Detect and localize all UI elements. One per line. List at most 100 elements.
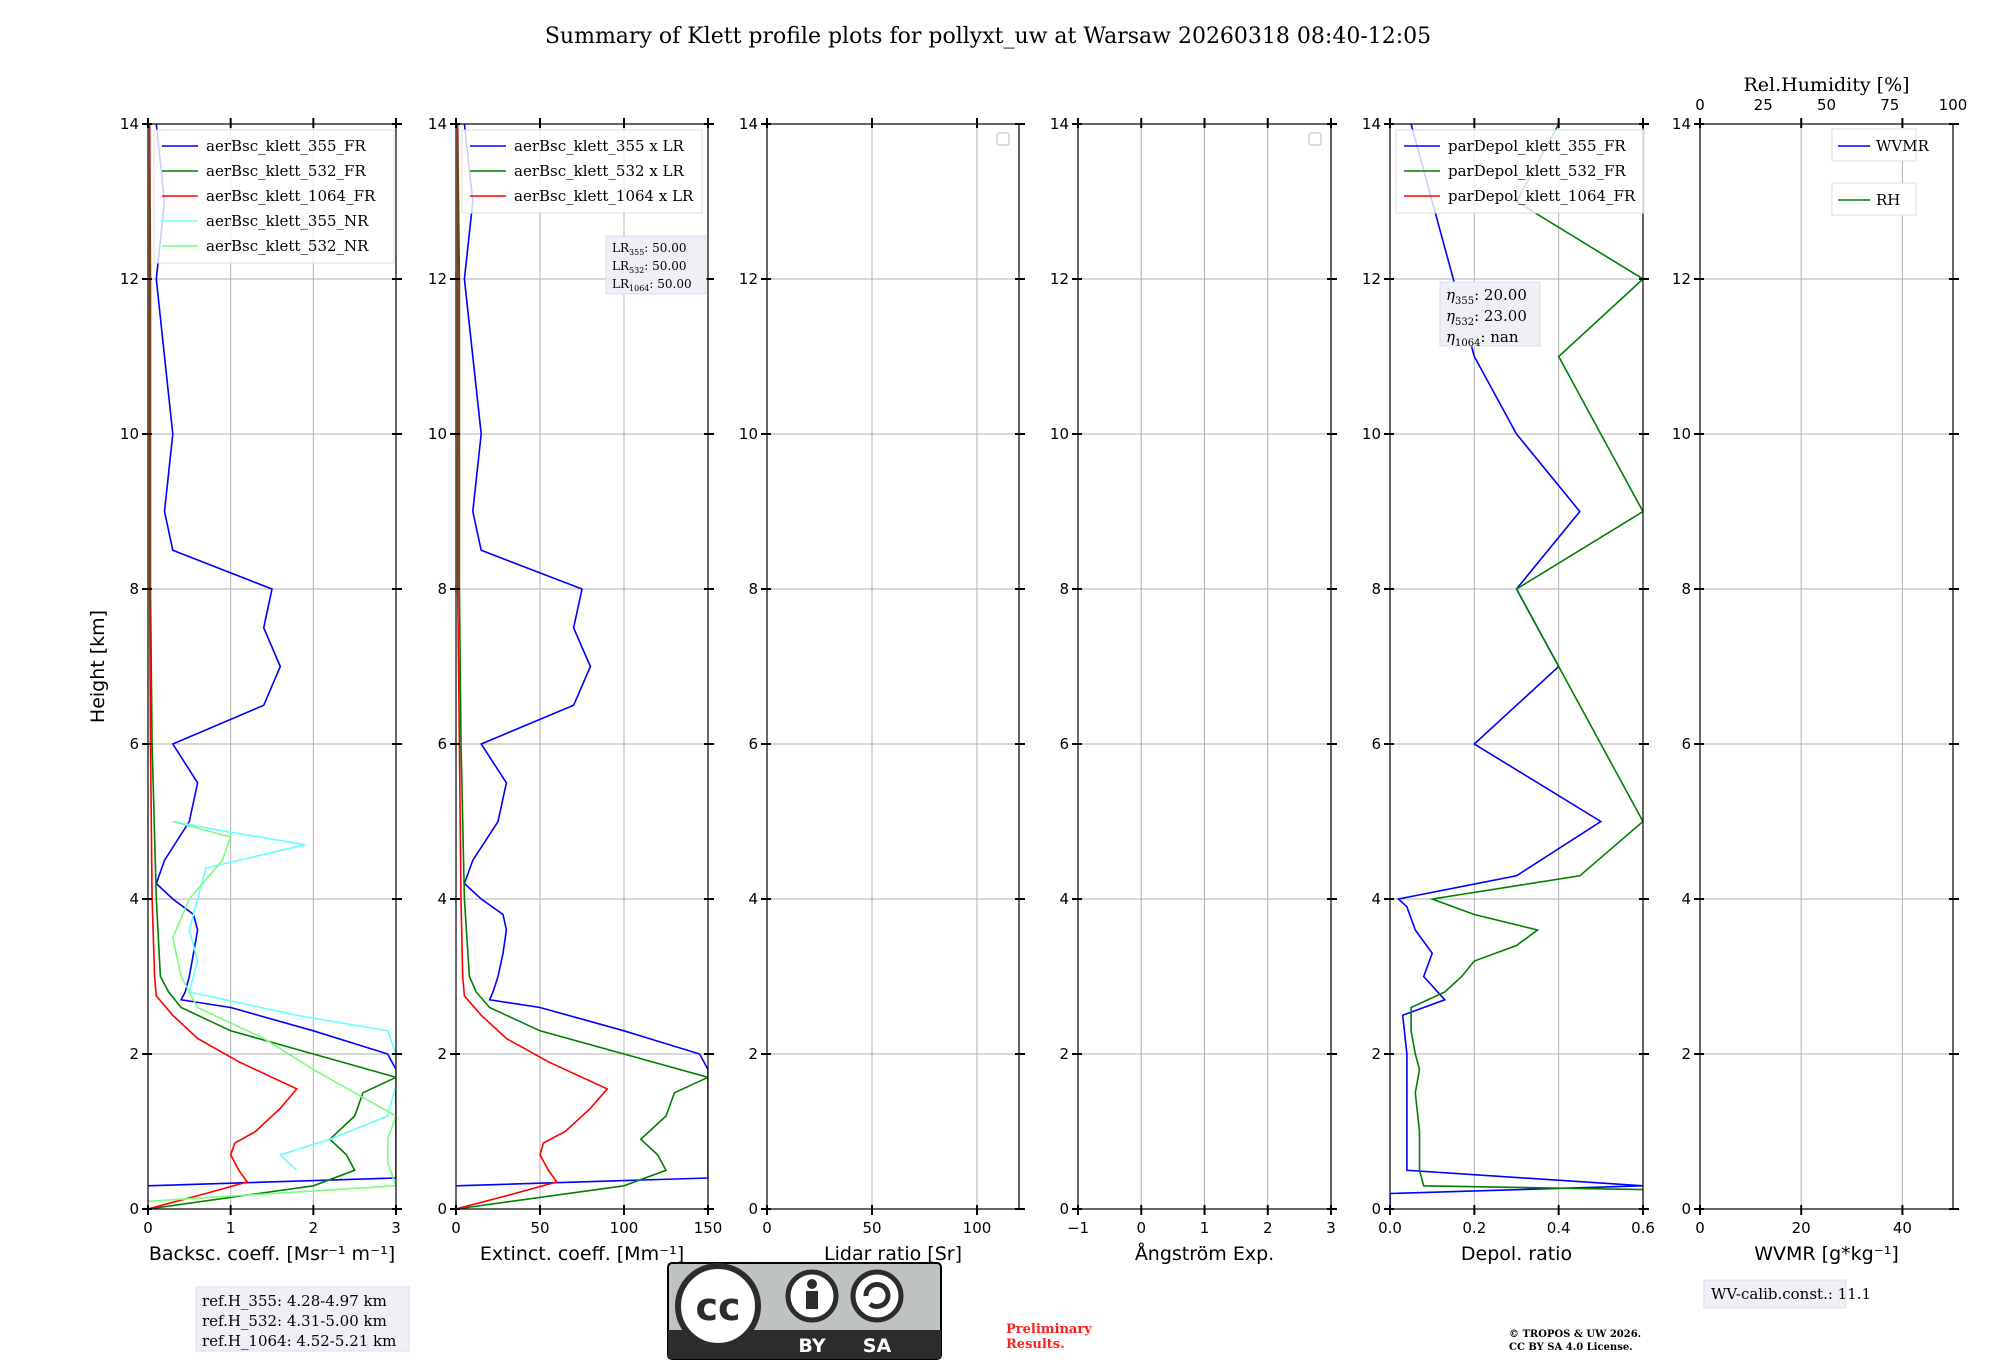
y-tick-label: 2 (1681, 1045, 1691, 1063)
legend: aerBsc_klett_355_FR aerBsc_klett_532_FRae… (153, 129, 395, 264)
top-x-tick-label: 100 (1939, 96, 1968, 114)
x-tick-label: 0 (143, 1219, 153, 1237)
x-tick-label: 3 (1326, 1219, 1336, 1237)
y-axis-label: Height [km] (87, 610, 109, 723)
copyright-line1: © TROPOS & UW 2026. (1509, 1329, 1641, 1340)
legend-label: parDepol_klett_355_FR (1448, 137, 1626, 155)
y-tick-label: 6 (748, 735, 758, 753)
x-tick-label: 50 (862, 1219, 881, 1237)
y-tick-label: 12 (1050, 270, 1069, 288)
y-tick-label: 6 (1059, 735, 1069, 753)
y-tick-label: 10 (120, 425, 139, 443)
y-tick-label: 10 (1050, 425, 1069, 443)
y-tick-label: 6 (1681, 735, 1691, 753)
legend-label: aerBsc_klett_532_NR (206, 237, 369, 255)
lidar-ratio-text: LR1064: 50.00 (612, 277, 692, 293)
y-tick-label: 2 (1371, 1045, 1381, 1063)
legend-label: aerBsc_klett_1064_FR (206, 187, 376, 205)
cc-by-label: BY (798, 1335, 825, 1357)
x-tick-label: 1 (1200, 1219, 1210, 1237)
series-line-parDepol_klett_532_FR (1410, 124, 1643, 1191)
y-tick-label: 0 (129, 1200, 139, 1218)
lidar-ratio-text: LR355: 50.00 (612, 241, 687, 257)
y-tick-label: 2 (129, 1045, 139, 1063)
y-tick-label: 8 (1681, 580, 1691, 598)
y-tick-label: 4 (129, 890, 139, 908)
x-tick-label: 0 (762, 1219, 772, 1237)
y-tick-label: 8 (748, 580, 758, 598)
y-tick-label: 10 (1672, 425, 1691, 443)
eta-text: η532: 23.00 (1446, 307, 1527, 328)
y-tick-label: 8 (1059, 580, 1069, 598)
y-tick-label: 10 (428, 425, 447, 443)
y-tick-label: 12 (1362, 270, 1381, 288)
legend-label: RH (1876, 191, 1900, 209)
x-tick-label: 100 (963, 1219, 992, 1237)
lidar-ratio-box (605, 235, 707, 295)
y-tick-label: 12 (1672, 270, 1691, 288)
legend: WVMR RH (1831, 128, 1930, 216)
y-tick-label: 8 (1371, 580, 1381, 598)
y-tick-label: 12 (428, 270, 447, 288)
y-tick-label: 4 (437, 890, 447, 908)
cc-logo-text: cc (695, 1285, 740, 1329)
axes-frame (1389, 123, 1644, 1210)
legend-label: parDepol_klett_1064_FR (1448, 187, 1636, 205)
x-tick-label: 0.4 (1547, 1219, 1571, 1237)
y-tick-label: 4 (748, 890, 758, 908)
x-tick-label: 20 (1792, 1219, 1811, 1237)
figure-title: Summary of Klett profile plots for polly… (545, 24, 1431, 49)
y-tick-label: 2 (748, 1045, 758, 1063)
wv-calib-box: WV-calib.const.: 11.1 (1703, 1279, 1871, 1309)
y-tick-label: 8 (129, 580, 139, 598)
y-tick-label: 0 (437, 1200, 447, 1218)
cc-license-logo: cc BY SA (667, 1262, 942, 1360)
axes-frame (147, 123, 397, 1210)
axes-frame (766, 123, 1020, 1210)
legend: parDepol_klett_355_FR parDepol_klett_532_… (1395, 129, 1645, 214)
y-tick-label: 14 (739, 115, 758, 133)
y-tick-label: 10 (1362, 425, 1381, 443)
legend-label: parDepol_klett_532_FR (1448, 162, 1626, 180)
y-tick-label: 4 (1371, 890, 1381, 908)
y-tick-label: 0 (748, 1200, 758, 1218)
ref-height-1064: ref.H_1064: 4.52-5.21 km (202, 1332, 396, 1350)
axes-frame (1699, 123, 1954, 1210)
top-x-tick-label: 50 (1817, 96, 1836, 114)
cc-icon (675, 1263, 761, 1349)
x-tick-label: 150 (694, 1219, 723, 1237)
top-x-tick-label: 0 (1695, 96, 1705, 114)
legend: aerBsc_klett_355 x LR aerBsc_klett_532 x … (461, 129, 703, 214)
y-tick-label: 4 (1059, 890, 1069, 908)
eta-text: η355: 20.00 (1446, 286, 1527, 307)
y-tick-label: 6 (1371, 735, 1381, 753)
y-tick-label: 14 (120, 115, 139, 133)
top-x-axis-label: Rel.Humidity [%] (1743, 74, 1909, 96)
y-tick-label: 2 (1059, 1045, 1069, 1063)
y-tick-label: 6 (129, 735, 139, 753)
series-line-aerBsc_klett_532_FR (148, 124, 396, 1209)
eta-box (1439, 281, 1541, 347)
y-tick-label: 2 (437, 1045, 447, 1063)
x-tick-label: 100 (610, 1219, 639, 1237)
top-x-tick-label: 75 (1880, 96, 1899, 114)
copyright-line2: CC BY SA 4.0 License. (1509, 1342, 1633, 1353)
x-axis-label: WVMR [g*kg⁻¹] (1754, 1243, 1899, 1265)
cc-sa-label: SA (863, 1335, 892, 1357)
series-line-aerBsc_klett_355_NR (172, 820, 396, 1171)
share-alike-icon (850, 1269, 904, 1323)
results-label: Results. (1006, 1337, 1065, 1352)
y-tick-label: 14 (428, 115, 447, 133)
x-tick-label: 1 (226, 1219, 236, 1237)
x-tick-label: 40 (1893, 1219, 1912, 1237)
y-tick-label: 14 (1050, 115, 1069, 133)
legend-label: aerBsc_klett_355_FR (206, 137, 366, 155)
legend-label: aerBsc_klett_355 x LR (514, 137, 685, 155)
x-tick-label: 0 (451, 1219, 461, 1237)
legend-label: WVMR (1876, 137, 1930, 155)
y-tick-label: 8 (437, 580, 447, 598)
panel-ext: 0 2 4 6 8 10 12 14 0 50 100 150 Extinct. coeff. [Mm⁻… (428, 115, 722, 1265)
panel-dep: 0 2 4 6 8 10 12 14 0.0 0.2 0.4 0.6 Depol. ratio parDe… (1362, 115, 1655, 1265)
